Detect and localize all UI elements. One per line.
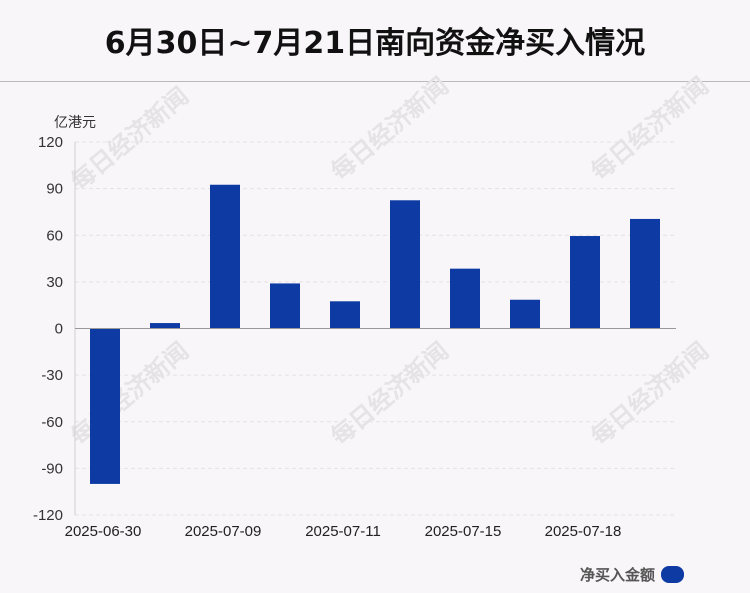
bar — [510, 299, 540, 329]
watermark-text: 每日经济新闻 — [65, 81, 194, 196]
bar — [90, 328, 120, 484]
y-tick-label: 120 — [38, 134, 63, 151]
watermark-text: 每日经济新闻 — [585, 71, 714, 186]
y-tick-label: 30 — [46, 274, 63, 291]
watermark-text: 每日经济新闻 — [325, 336, 454, 451]
bar — [450, 268, 480, 329]
x-tick-label: 2025-07-11 — [305, 523, 381, 540]
legend: 净买入金额 — [580, 564, 684, 585]
x-tick-label: 2025-07-09 — [185, 523, 262, 540]
legend-label: 净买入金额 — [579, 566, 655, 584]
y-tick-label: -30 — [41, 367, 63, 384]
y-tick-label: -60 — [41, 414, 63, 431]
watermark-text: 每日经济新闻 — [325, 71, 454, 186]
y-tick-label: 90 — [46, 181, 63, 198]
bar — [630, 218, 660, 329]
bar — [270, 283, 300, 329]
y-tick-label: 0 — [55, 321, 63, 338]
y-tick-label: 60 — [46, 227, 63, 244]
x-tick-label: 2025-07-15 — [425, 523, 502, 540]
watermark-text: 每日经济新闻 — [585, 336, 714, 451]
bar — [330, 301, 360, 329]
y-axis-unit-label: 亿港元 — [54, 115, 96, 131]
x-tick-label: 2025-06-30 — [65, 523, 142, 540]
bar — [210, 184, 240, 329]
watermark-text: 每日经济新闻 — [65, 336, 194, 451]
y-tick-label: -90 — [41, 460, 63, 477]
legend-swatch — [661, 566, 684, 583]
bar — [150, 323, 180, 329]
chart-title: 6月30日~7月21日南向资金净买入情况 — [104, 26, 646, 61]
bar — [390, 200, 420, 329]
y-tick-label: -120 — [33, 507, 63, 524]
x-tick-label: 2025-07-18 — [545, 523, 622, 540]
title-divider — [0, 81, 750, 82]
bar — [570, 236, 600, 329]
